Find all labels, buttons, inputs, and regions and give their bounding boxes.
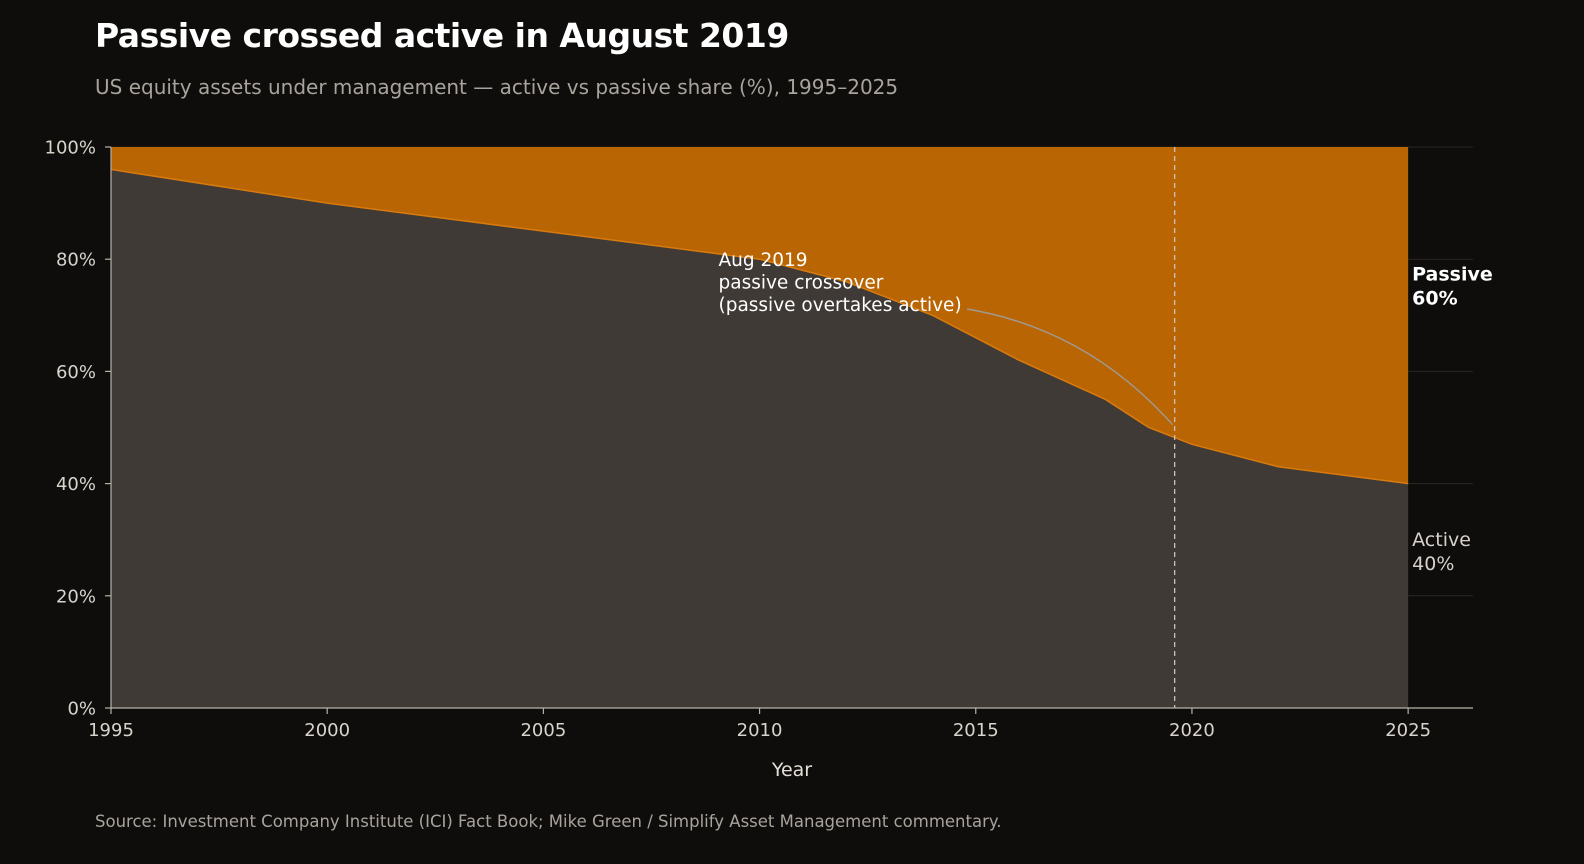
annotation-line-0: Aug 2019: [718, 250, 807, 271]
x-tick-label-6: 2025: [1385, 720, 1431, 741]
series-end-labels: Passive 60% Active 40%: [1412, 263, 1493, 575]
x-tick-label-5: 2020: [1169, 720, 1215, 741]
x-tick-label-3: 2010: [737, 720, 783, 741]
active-value: 40%: [1412, 553, 1454, 575]
chart-subtitle: US equity assets under management — acti…: [95, 75, 899, 99]
passive-area: [111, 147, 1409, 484]
x-tick-label-2: 2005: [520, 720, 566, 741]
x-axis-title: Year: [771, 759, 812, 781]
x-tick-label-0: 1995: [88, 720, 134, 741]
y-tick-label-2: 40%: [56, 474, 96, 495]
annotation-connector: [966, 308, 1174, 426]
y-tick-label-1: 20%: [56, 586, 96, 607]
active-label: Active: [1412, 529, 1471, 551]
boundary-line: [110, 168, 1409, 485]
x-tick-label-4: 2015: [953, 720, 999, 741]
x-tick-label-1: 2000: [304, 720, 350, 741]
axes: [110, 147, 1473, 709]
y-tick-label-0: 0%: [67, 699, 96, 720]
annotation-line-1: passive crossover: [718, 273, 883, 294]
tick-labels: 1995 2000 2005 2010 2015 2020 2025 0% 20% 40% 60% 8…: [45, 138, 1432, 742]
passive-value: 60%: [1412, 287, 1457, 309]
crossover-annotation: Aug 2019 passive crossover (passive overta…: [718, 250, 961, 316]
y-tick-label-3: 60%: [56, 362, 96, 383]
y-tick-label-5: 100%: [45, 138, 96, 159]
source-note: Source: Investment Company Institute (IC…: [95, 812, 1002, 831]
y-tick-label-4: 80%: [56, 250, 96, 271]
passive-label: Passive: [1412, 263, 1493, 285]
annotation-line-2: (passive overtakes active): [718, 295, 961, 316]
active-area: [111, 169, 1409, 708]
chart-title: Passive crossed active in August 2019: [95, 16, 789, 55]
